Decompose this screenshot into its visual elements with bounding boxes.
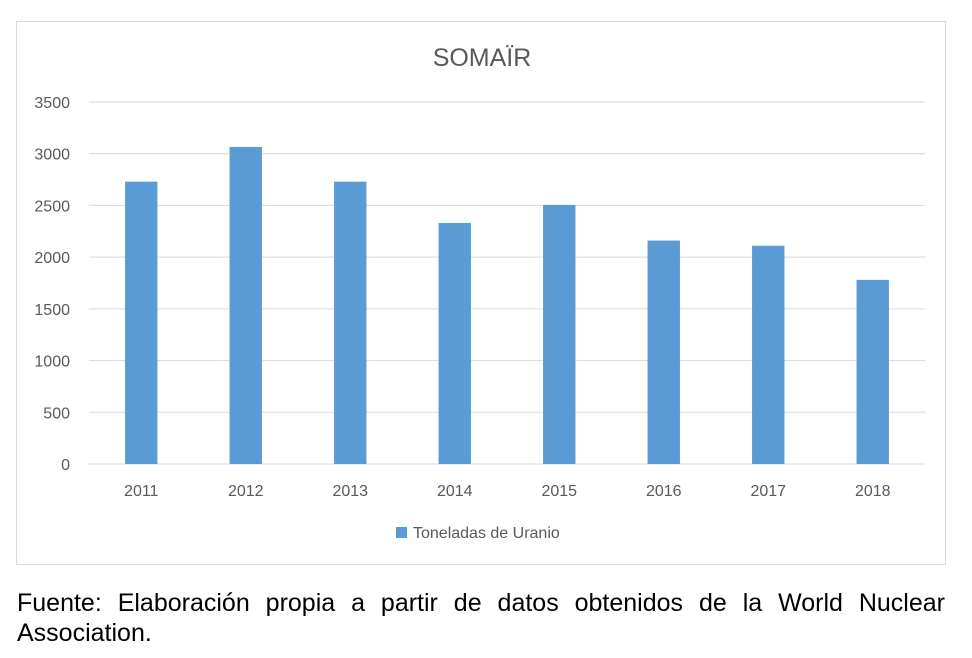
x-tick-label: 2015 bbox=[541, 483, 577, 500]
chart-title: SOMAÏR bbox=[433, 44, 532, 72]
x-tick-label: 2011 bbox=[124, 483, 159, 500]
bar-2018 bbox=[856, 279, 889, 464]
y-tick-label: 3000 bbox=[34, 147, 70, 164]
gridlines bbox=[89, 101, 925, 465]
x-tick-label: 2016 bbox=[646, 483, 682, 500]
legend-swatch bbox=[396, 527, 407, 538]
legend: Toneladas de Uranio bbox=[396, 525, 560, 542]
bar-2012 bbox=[229, 146, 262, 464]
y-tick-label: 3500 bbox=[34, 95, 70, 112]
bar-2017 bbox=[752, 245, 785, 464]
x-tick-label: 2017 bbox=[750, 483, 786, 500]
bars bbox=[125, 146, 889, 464]
bar-2014 bbox=[438, 223, 471, 464]
bar-2015 bbox=[543, 204, 576, 464]
y-tick-label: 0 bbox=[61, 457, 70, 474]
bar-2013 bbox=[334, 181, 367, 464]
y-tick-label: 500 bbox=[43, 405, 70, 422]
bar-chart: SOMAÏR 0 500 1000 1500 2000 2500 3000 3500 2011… bbox=[34, 44, 925, 542]
chart-frame bbox=[16, 21, 946, 565]
x-tick-label: 2018 bbox=[855, 483, 891, 500]
x-tick-label: 2014 bbox=[437, 483, 473, 500]
x-tick-label: 2013 bbox=[332, 483, 368, 500]
x-axis-tick-labels: 2011 2012 2013 2014 2015 2016 2017 2018 bbox=[124, 483, 891, 500]
source-caption: Fuente: Elaboración propia a partir de d… bbox=[17, 589, 945, 647]
y-axis-tick-labels: 0 500 1000 1500 2000 2500 3000 3500 bbox=[34, 95, 70, 474]
x-tick-label: 2012 bbox=[228, 483, 264, 500]
legend-label: Toneladas de Uranio bbox=[413, 525, 560, 542]
y-tick-label: 2000 bbox=[34, 250, 70, 267]
y-tick-label: 1500 bbox=[34, 302, 70, 319]
bar-2016 bbox=[647, 240, 680, 464]
y-tick-label: 1000 bbox=[34, 354, 70, 371]
bar-2011 bbox=[125, 181, 158, 464]
y-tick-label: 2500 bbox=[34, 198, 70, 215]
